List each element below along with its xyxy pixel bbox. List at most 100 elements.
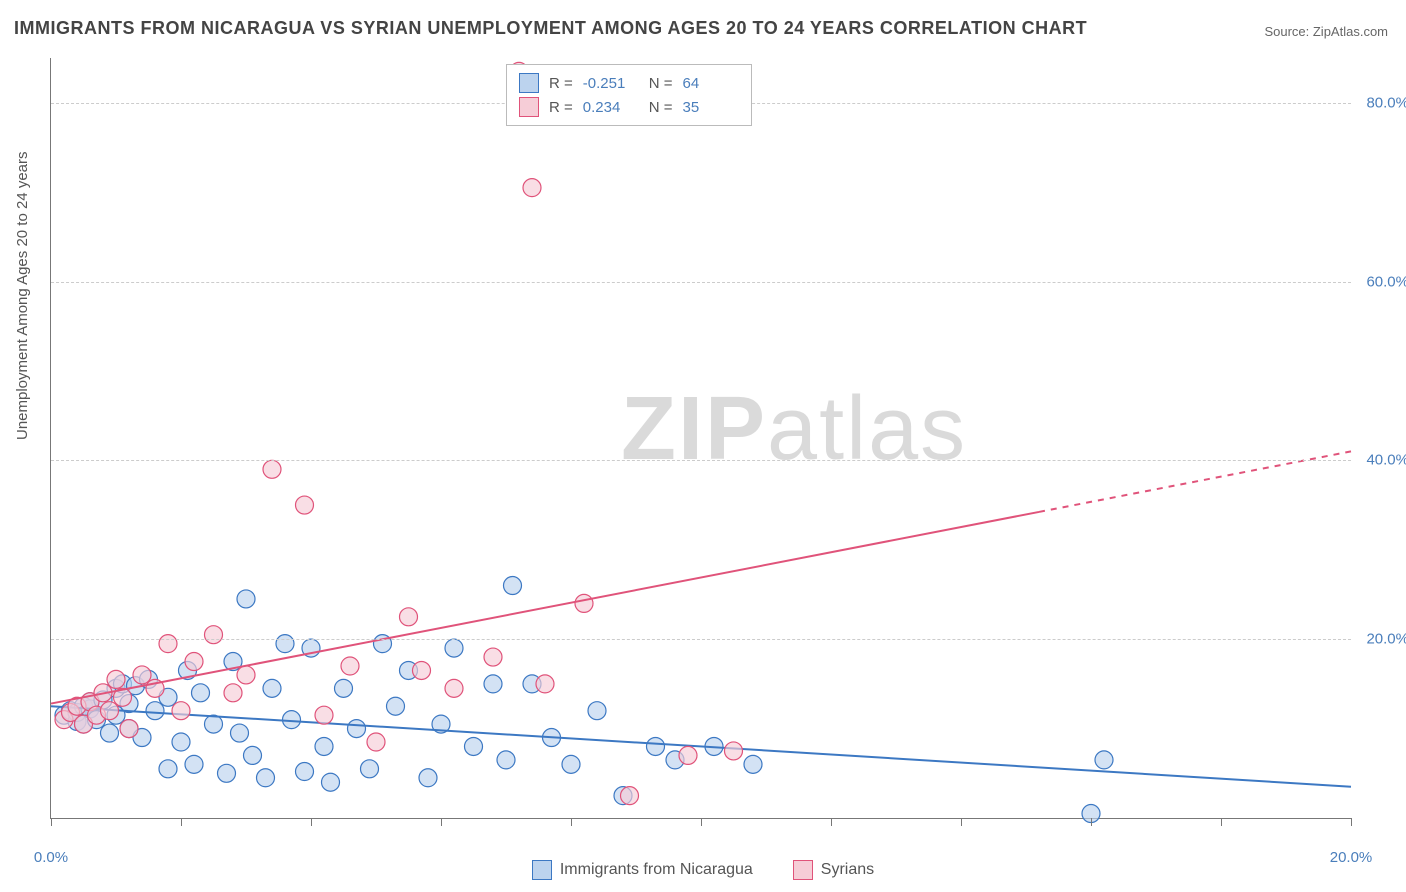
data-point [205,715,223,733]
data-point [504,577,522,595]
legend-label: Immigrants from Nicaragua [560,861,753,879]
stat-n-label: N = [649,99,673,116]
data-point [413,661,431,679]
data-point [647,737,665,755]
data-point [224,684,242,702]
legend-label: Syrians [821,861,874,879]
data-point [361,760,379,778]
stat-n-label: N = [649,75,673,92]
data-point [484,675,502,693]
data-point [237,666,255,684]
chart-title: IMMIGRANTS FROM NICARAGUA VS SYRIAN UNEM… [14,18,1087,39]
data-point [218,764,236,782]
data-point [276,635,294,653]
data-point [192,684,210,702]
data-point [263,679,281,697]
data-point [315,737,333,755]
data-point [744,755,762,773]
xtick [181,818,182,826]
data-point [445,639,463,657]
plot-area: ZIPatlas 20.0%40.0%60.0%80.0%0.0%20.0%R … [50,58,1351,819]
data-point [341,657,359,675]
data-point [445,679,463,697]
xtick [441,818,442,826]
data-point [348,720,366,738]
data-point [465,737,483,755]
data-point [185,653,203,671]
data-point [322,773,340,791]
xtick [1221,818,1222,826]
stat-r-label: R = [549,99,573,116]
data-point [367,733,385,751]
data-point [725,742,743,760]
data-point [575,594,593,612]
data-point [497,751,515,769]
stat-r-value: 0.234 [583,99,639,116]
data-point [107,670,125,688]
data-point [120,720,138,738]
data-point [387,697,405,715]
source-label: Source: ZipAtlas.com [1264,24,1388,39]
y-axis-label: Unemployment Among Ages 20 to 24 years [14,151,31,440]
data-point [400,608,418,626]
xtick [571,818,572,826]
xtick [961,818,962,826]
xtick [311,818,312,826]
bottom-legend: Immigrants from Nicaragua Syrians [0,860,1406,880]
data-point [296,496,314,514]
xtick [701,818,702,826]
data-point [296,763,314,781]
data-point [172,702,190,720]
data-point [419,769,437,787]
data-point [536,675,554,693]
stats-box: R = -0.251 N = 64 R = 0.234 N = 35 [506,64,752,126]
data-point [205,626,223,644]
data-point [172,733,190,751]
gridline [51,639,1351,640]
gridline [51,460,1351,461]
ytick-label: 60.0% [1366,273,1406,290]
data-point [562,755,580,773]
data-point [335,679,353,697]
data-point [185,755,203,773]
data-point [101,702,119,720]
stat-r-value: -0.251 [583,75,639,92]
data-point [588,702,606,720]
ytick-label: 40.0% [1366,452,1406,469]
xtick [1091,818,1092,826]
legend-item: Syrians [793,860,874,880]
stats-row: R = 0.234 N = 35 [519,95,739,119]
data-point [679,746,697,764]
data-point [231,724,249,742]
data-point [159,635,177,653]
data-point [146,702,164,720]
trend-line [51,706,1351,786]
legend-swatch [519,73,539,93]
data-point [621,787,639,805]
ytick-label: 20.0% [1366,631,1406,648]
gridline [51,282,1351,283]
stat-n-value: 35 [683,99,739,116]
data-point [1095,751,1113,769]
data-point [484,648,502,666]
data-point [237,590,255,608]
chart-svg [51,58,1351,818]
data-point [159,760,177,778]
data-point [257,769,275,787]
legend-swatch [519,97,539,117]
xtick [831,818,832,826]
stat-r-label: R = [549,75,573,92]
xtick [51,818,52,826]
legend-swatch [532,860,552,880]
data-point [263,460,281,478]
xtick [1351,818,1352,826]
data-point [133,666,151,684]
data-point [315,706,333,724]
ytick-label: 80.0% [1366,94,1406,111]
stats-row: R = -0.251 N = 64 [519,71,739,95]
data-point [244,746,262,764]
legend-swatch [793,860,813,880]
data-point [523,179,541,197]
data-point [283,711,301,729]
stat-n-value: 64 [683,75,739,92]
